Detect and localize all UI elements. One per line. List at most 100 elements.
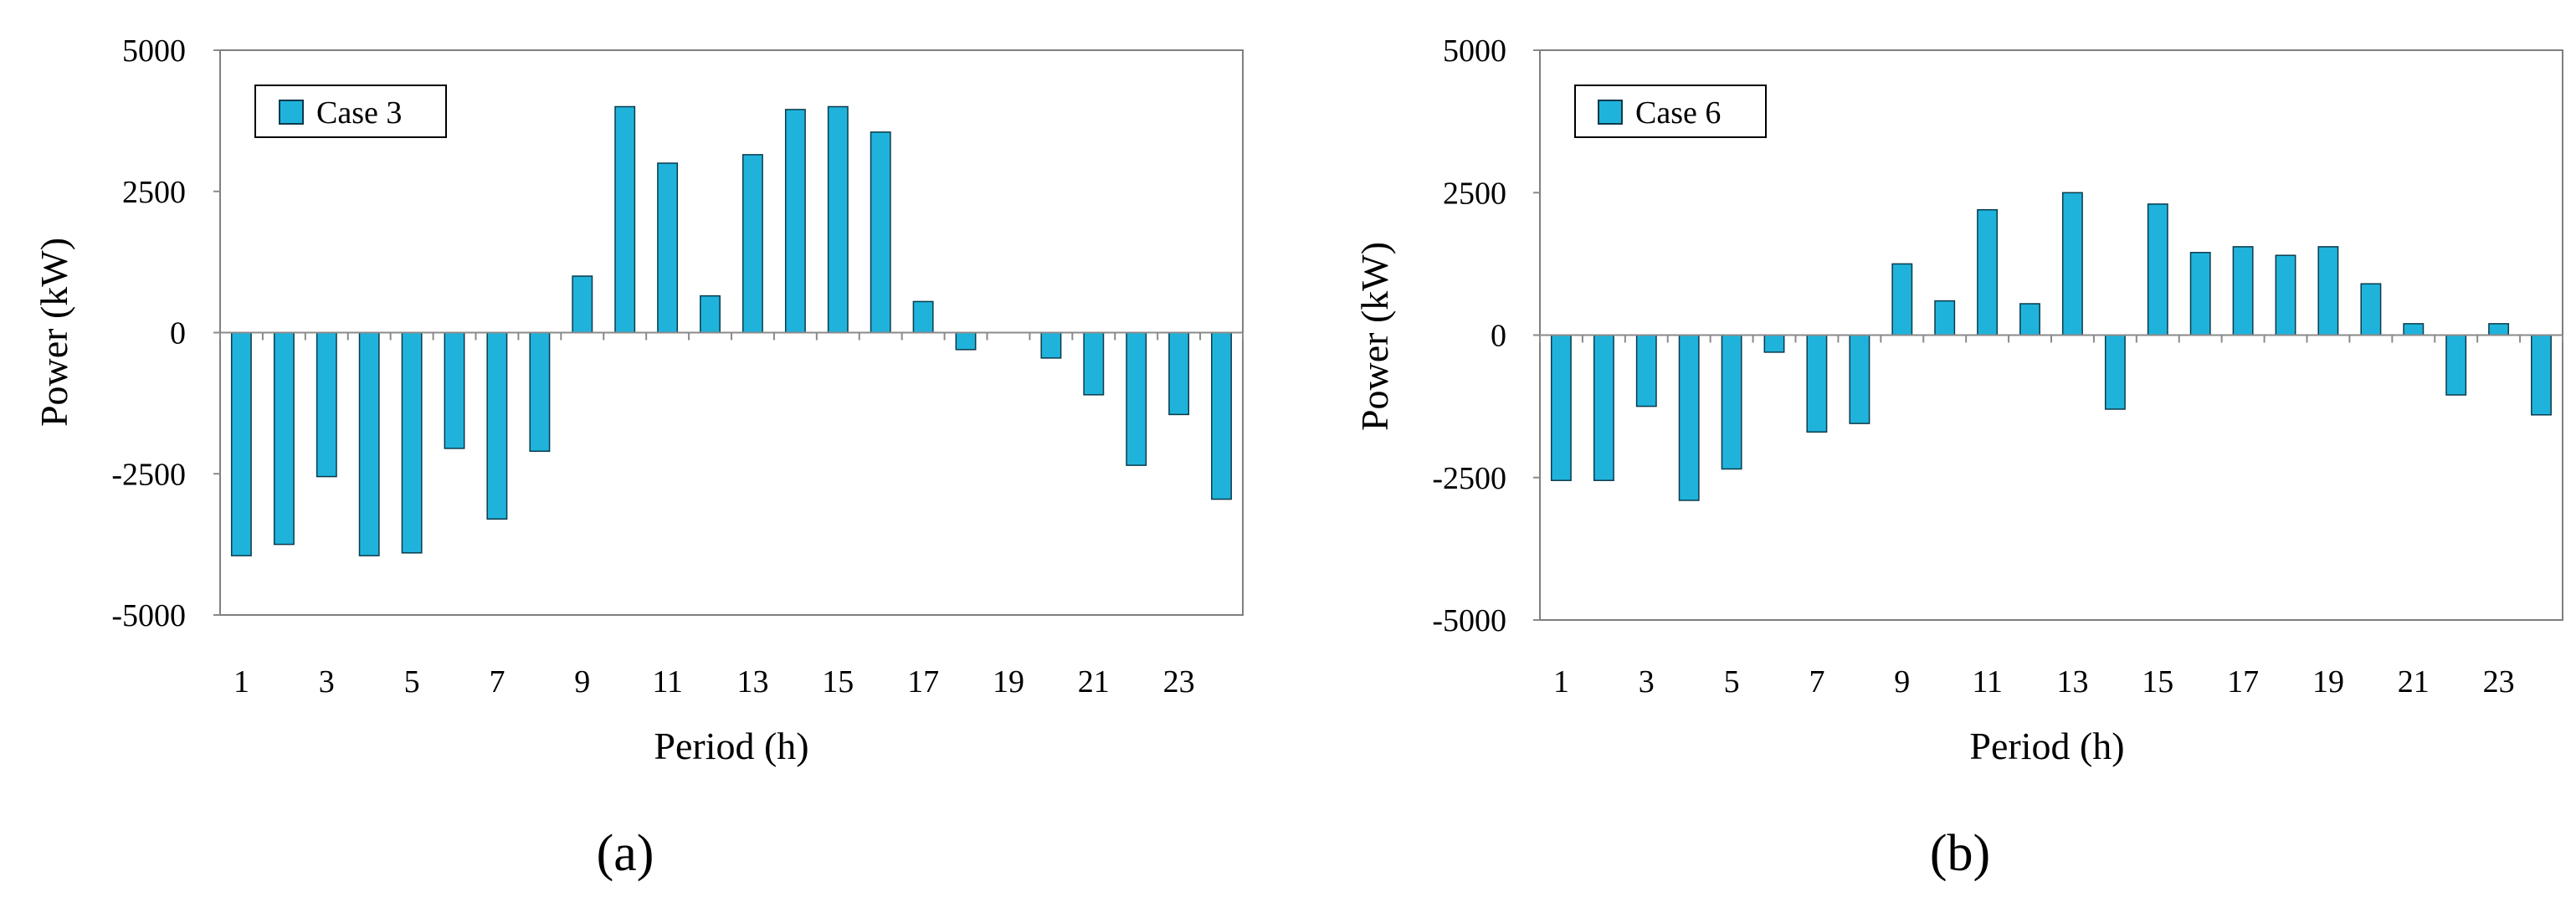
- bar-a-11: [657, 162, 679, 334]
- bar-a-12: [700, 295, 721, 334]
- bar-b-5: [1721, 334, 1742, 470]
- bar-a-21: [1083, 331, 1105, 396]
- bar-b-2: [1593, 334, 1614, 481]
- bar-a-17: [912, 300, 934, 334]
- x-tick-label-a-21: 21: [1078, 664, 1110, 699]
- bar-b-1: [1550, 334, 1572, 481]
- bar-b-21: [2403, 323, 2425, 336]
- x-ticks-a: [219, 332, 1244, 341]
- bar-b-16: [2189, 252, 2211, 336]
- y-axis-title-b: Power (kW): [1353, 242, 1396, 431]
- bar-a-16: [870, 131, 891, 334]
- bar-a-5: [401, 331, 423, 554]
- bar-a-6: [444, 331, 465, 449]
- x-tick-label-a-23: 23: [1163, 664, 1195, 699]
- chart-panel-b: 1 3 5 7 9 11 13 15 17 19 21 23 500025000-2500-5000 …: [1353, 33, 2563, 882]
- legend-label-b: Case 6: [1635, 95, 1721, 131]
- legend-b: Case 6: [1574, 85, 1767, 138]
- panel-label-a: (a): [597, 825, 654, 882]
- bar-a-18: [955, 331, 977, 351]
- bar-a-4: [358, 331, 380, 556]
- y-tick-label-a-1: 2500: [122, 175, 186, 210]
- x-tick-label-b-3: 3: [1639, 664, 1655, 699]
- x-tick-label-b-5: 5: [1724, 664, 1740, 699]
- x-tick-label-a-9: 9: [574, 664, 590, 699]
- bar-a-15: [827, 105, 849, 334]
- y-ticks-b: [1533, 49, 1540, 621]
- bar-a-7: [486, 331, 508, 520]
- bar-b-11: [1977, 208, 1999, 336]
- y-tick-label-a-0: 5000: [122, 33, 186, 69]
- bar-b-13: [2061, 192, 2083, 336]
- x-tick-label-a-13: 13: [736, 664, 768, 699]
- bar-a-2: [273, 331, 295, 546]
- y-tick-label-a-4: -5000: [111, 598, 186, 633]
- x-tick-label-b-13: 13: [2056, 664, 2088, 699]
- legend-swatch-b: [1598, 100, 1623, 125]
- legend-a: Case 3: [254, 85, 447, 138]
- y-tick-label-b-2: 0: [1491, 319, 1506, 354]
- bars-a: [230, 105, 1232, 556]
- x-tick-label-a-3: 3: [319, 664, 335, 699]
- x-tick-labels-a: 1 3 5 7 9 11 13 15 17 19 21 23: [233, 664, 1195, 699]
- x-axis-title-b: Period (h): [1969, 725, 2124, 767]
- bar-b-9: [1891, 263, 1913, 336]
- x-tick-label-a-17: 17: [907, 664, 939, 699]
- bar-a-8: [529, 331, 551, 453]
- y-tick-label-b-0: 5000: [1443, 33, 1506, 69]
- x-tick-label-a-19: 19: [993, 664, 1024, 699]
- bar-a-1: [230, 331, 252, 556]
- legend-label-a: Case 3: [316, 95, 402, 131]
- x-tick-label-b-21: 21: [2398, 664, 2430, 699]
- bar-a-24: [1211, 331, 1232, 500]
- bar-b-4: [1678, 334, 1700, 501]
- bars-b: [1550, 192, 2552, 501]
- bar-a-23: [1168, 331, 1190, 416]
- x-tick-labels-b: 1 3 5 7 9 11 13 15 17 19 21 23: [1553, 664, 2515, 699]
- y-tick-label-a-3: -2500: [111, 457, 186, 492]
- bar-b-8: [1849, 334, 1870, 424]
- y-tick-label-a-2: 0: [170, 316, 186, 351]
- bar-b-12: [2019, 303, 2040, 336]
- y-tick-label-b-1: 2500: [1443, 176, 1506, 211]
- bar-a-9: [572, 275, 593, 334]
- y-tick-label-b-4: -5000: [1432, 603, 1506, 638]
- chart-panel-a: 1 3 5 7 9 11 13 15 17 19 21 23 500025000-2500-5000 …: [33, 33, 1244, 882]
- x-tick-label-b-17: 17: [2227, 664, 2259, 699]
- bar-b-10: [1934, 300, 1956, 336]
- bar-a-14: [784, 109, 806, 334]
- x-tick-label-b-11: 11: [1972, 664, 2003, 699]
- y-tick-label-b-3: -2500: [1432, 461, 1506, 496]
- x-tick-label-b-19: 19: [2312, 664, 2344, 699]
- panel-label-b: (b): [1930, 825, 1990, 882]
- x-tick-label-a-5: 5: [404, 664, 420, 699]
- y-ticks-a: [213, 49, 220, 616]
- x-ticks-b: [1539, 335, 2563, 343]
- x-tick-label-b-1: 1: [1553, 664, 1569, 699]
- x-tick-label-a-1: 1: [233, 664, 249, 699]
- bar-b-17: [2232, 246, 2254, 336]
- bar-a-13: [741, 154, 763, 334]
- bar-a-3: [316, 331, 337, 478]
- bar-a-10: [614, 105, 636, 334]
- x-tick-label-a-7: 7: [489, 664, 505, 699]
- x-tick-label-a-11: 11: [652, 664, 683, 699]
- x-tick-label-b-9: 9: [1894, 664, 1910, 699]
- legend-swatch-a: [279, 100, 304, 125]
- bar-b-14: [2104, 334, 2126, 410]
- x-tick-label-b-15: 15: [2142, 664, 2173, 699]
- bar-b-18: [2275, 254, 2296, 336]
- bar-b-3: [1635, 334, 1657, 407]
- bar-a-22: [1126, 331, 1147, 466]
- y-tick-labels-b: 5000 2500 0 -2500 -5000: [1432, 33, 1506, 638]
- bar-b-7: [1806, 334, 1828, 433]
- bar-b-19: [2317, 246, 2339, 336]
- bar-b-20: [2360, 283, 2382, 336]
- bar-b-22: [2445, 334, 2467, 396]
- x-tick-label-b-23: 23: [2483, 664, 2515, 699]
- y-tick-labels-a: 5000 2500 0 -2500 -5000: [111, 33, 186, 633]
- bar-b-24: [2531, 334, 2552, 416]
- x-axis-title-a: Period (h): [654, 725, 808, 767]
- bar-b-15: [2147, 203, 2168, 336]
